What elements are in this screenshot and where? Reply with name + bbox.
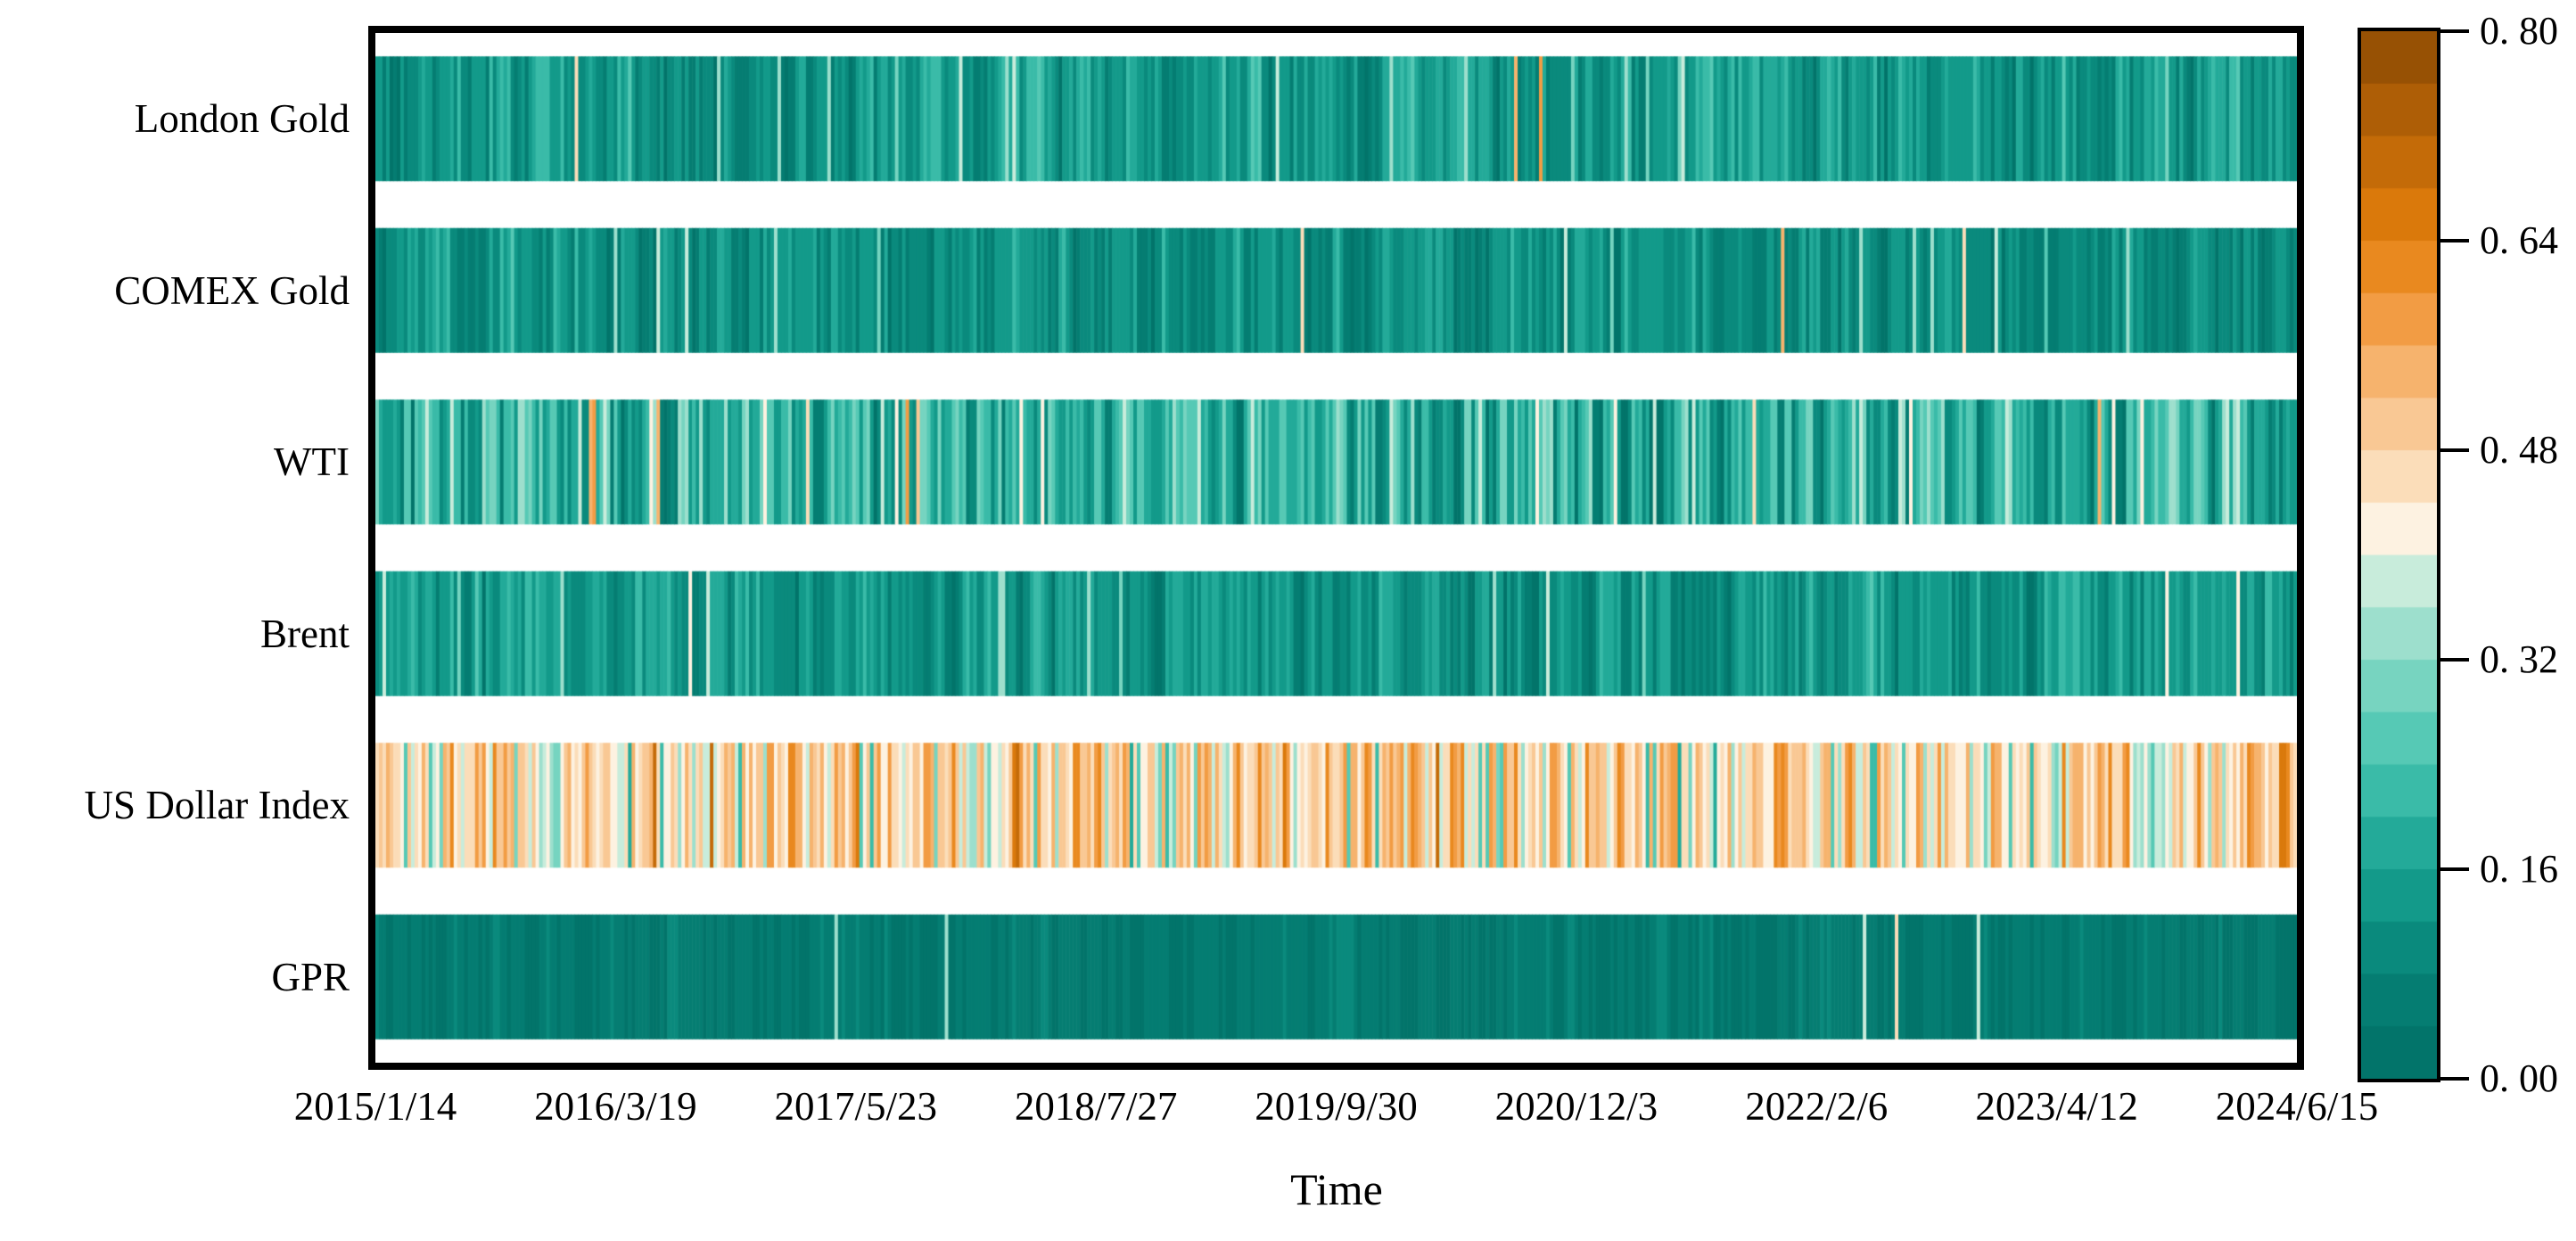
x-axis-tick-label-0: 2015/1/14 — [293, 1084, 457, 1129]
x-axis-tick-label-1: 2016/3/19 — [534, 1084, 697, 1129]
y-axis-label-4: US Dollar Index — [84, 783, 350, 828]
colorbar-tick-mark-5 — [2440, 1077, 2469, 1081]
y-axis-label-5: GPR — [271, 954, 350, 999]
colorbar-tick-mark-4 — [2440, 867, 2469, 871]
colorbar-tick-mark-2 — [2440, 448, 2469, 452]
colorbar-tick-label-0: 0. 80 — [2480, 9, 2558, 53]
plot-area — [368, 26, 2304, 1070]
x-axis-tick-label-2: 2017/5/23 — [774, 1084, 938, 1129]
colorbar-tick-label-3: 0. 32 — [2480, 637, 2558, 681]
colorbar — [2358, 28, 2440, 1082]
colorbar-tick-mark-3 — [2440, 658, 2469, 662]
x-axis-tick-label-7: 2023/4/12 — [1975, 1084, 2138, 1129]
y-axis-label-1: COMEX Gold — [114, 267, 350, 313]
colorbar-canvas — [2361, 31, 2437, 1079]
colorbar-tick-mark-0 — [2440, 29, 2469, 33]
x-axis-tick-label-5: 2020/12/3 — [1494, 1084, 1658, 1129]
x-axis-tick-label-3: 2018/7/27 — [1014, 1084, 1178, 1129]
colorbar-tick-label-1: 0. 64 — [2480, 218, 2558, 262]
x-axis-title: Time — [1290, 1164, 1383, 1214]
colorbar-tick-label-5: 0. 00 — [2480, 1056, 2558, 1100]
y-axis-label-2: WTI — [274, 440, 350, 485]
x-axis-tick-label-4: 2019/9/30 — [1255, 1084, 1418, 1129]
x-axis-tick-label-8: 2024/6/15 — [2215, 1084, 2379, 1129]
colorbar-tick-mark-1 — [2440, 239, 2469, 242]
heatmap-canvas — [375, 33, 2297, 1063]
colorbar-tick-label-4: 0. 16 — [2480, 847, 2558, 891]
colorbar-tick-label-2: 0. 48 — [2480, 428, 2558, 472]
y-axis-label-0: London Gold — [134, 96, 350, 142]
y-axis-label-3: Brent — [260, 611, 350, 656]
x-axis-tick-label-6: 2022/2/6 — [1745, 1084, 1889, 1129]
